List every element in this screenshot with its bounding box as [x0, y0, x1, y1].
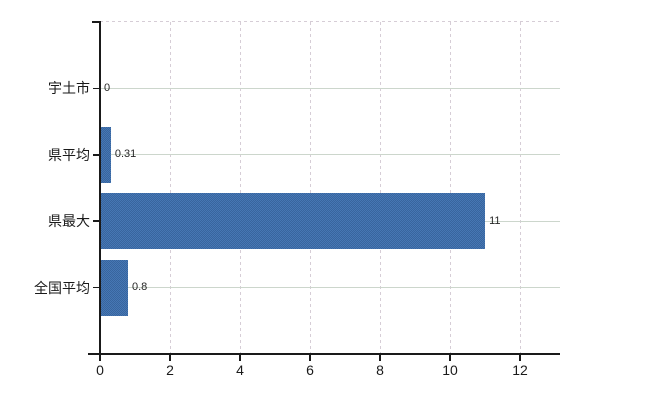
x-tick: [519, 355, 521, 361]
x-tick: [379, 355, 381, 361]
value-label: 0.31: [114, 148, 137, 161]
y-tick: [93, 154, 100, 156]
x-tick: [169, 355, 171, 361]
gridline-horizontal: [100, 87, 560, 89]
value-label: 11: [489, 214, 501, 227]
gridline-vertical: [379, 22, 381, 354]
y-tick: [93, 286, 100, 289]
category-label: 県最大: [48, 213, 90, 230]
gridline-vertical: [169, 22, 171, 354]
x-tick-label: 8: [376, 362, 384, 378]
gridline-vertical: [309, 22, 311, 354]
gridline-vertical: [449, 22, 451, 354]
gridline-vertical: [519, 22, 521, 354]
y-axis-end-tick: [92, 21, 100, 23]
x-tick: [239, 355, 241, 361]
x-tick-label: 10: [442, 362, 458, 378]
bar-県最大: [100, 193, 486, 250]
y-tick: [93, 87, 100, 90]
x-tick: [309, 355, 311, 361]
value-label: 0: [104, 81, 111, 94]
value-label: 0.8: [132, 281, 148, 294]
x-tick: [449, 355, 451, 361]
gridline-horizontal: [100, 287, 560, 289]
category-label: 宇土市: [48, 80, 90, 97]
category-label: 全国平均: [34, 279, 90, 296]
x-tick-label: 6: [306, 362, 314, 378]
x-axis-line: [88, 353, 560, 355]
plot-top-border: [100, 21, 560, 22]
x-tick: [99, 355, 101, 361]
y-axis-line: [99, 21, 101, 354]
bar-全国平均: [100, 259, 128, 316]
gridline-vertical: [239, 22, 241, 354]
x-tick-label: 4: [236, 362, 244, 378]
x-tick-label: 0: [96, 362, 104, 378]
category-label: 県平均: [48, 146, 90, 163]
bar-県平均: [100, 126, 111, 183]
x-tick-label: 2: [166, 362, 174, 378]
x-tick-label: 12: [512, 362, 528, 378]
gridline-horizontal: [100, 154, 560, 156]
y-tick: [93, 220, 100, 222]
